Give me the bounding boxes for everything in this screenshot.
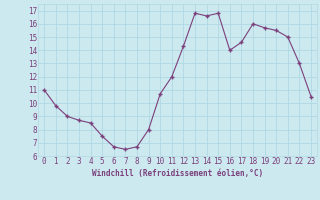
X-axis label: Windchill (Refroidissement éolien,°C): Windchill (Refroidissement éolien,°C) (92, 169, 263, 178)
